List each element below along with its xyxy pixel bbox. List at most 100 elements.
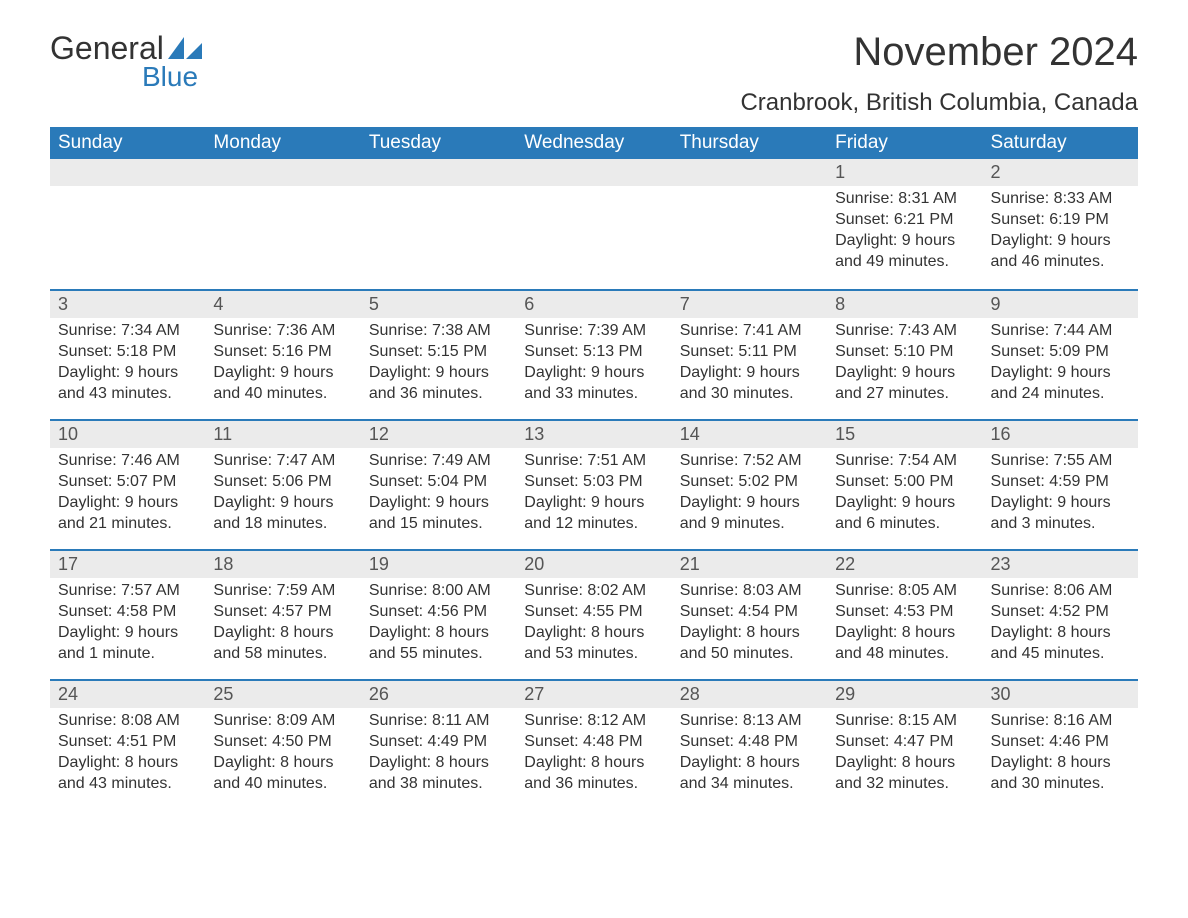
day-body: Sunrise: 7:51 AMSunset: 5:03 PMDaylight:…: [516, 448, 671, 540]
sunset-line: Sunset: 5:06 PM: [213, 472, 352, 493]
daylight-line-1: Daylight: 8 hours: [991, 623, 1130, 644]
daylight-line-1: Daylight: 8 hours: [369, 753, 508, 774]
sunrise-line: Sunrise: 8:02 AM: [524, 581, 663, 602]
sunrise-line: Sunrise: 8:11 AM: [369, 711, 508, 732]
daylight-line-2: and 45 minutes.: [991, 644, 1130, 665]
sunrise-line: Sunrise: 7:34 AM: [58, 321, 197, 342]
day-number: 29: [827, 681, 982, 708]
day-body: Sunrise: 7:55 AMSunset: 4:59 PMDaylight:…: [983, 448, 1138, 540]
day-body: Sunrise: 8:15 AMSunset: 4:47 PMDaylight:…: [827, 708, 982, 800]
day-cell: 8 Sunrise: 7:43 AMSunset: 5:10 PMDaylight…: [827, 291, 982, 419]
daylight-line-2: and 6 minutes.: [835, 514, 974, 535]
day-header-fri: Friday: [827, 127, 982, 159]
day-cell: 11Sunrise: 7:47 AMSunset: 5:06 PMDayligh…: [205, 421, 360, 549]
daylight-line-1: Daylight: 8 hours: [213, 623, 352, 644]
sunset-line: Sunset: 5:10 PM: [835, 342, 974, 363]
sunset-line: Sunset: 4:48 PM: [680, 732, 819, 753]
daylight-line-1: Daylight: 9 hours: [835, 363, 974, 384]
daylight-line-1: Daylight: 9 hours: [680, 363, 819, 384]
sunrise-line: Sunrise: 7:54 AM: [835, 451, 974, 472]
sunrise-line: Sunrise: 7:43 AM: [835, 321, 974, 342]
day-body: Sunrise: 7:59 AMSunset: 4:57 PMDaylight:…: [205, 578, 360, 670]
daylight-line-1: Daylight: 9 hours: [835, 231, 974, 252]
day-number: 9: [983, 291, 1138, 318]
daylight-line-1: Daylight: 8 hours: [58, 753, 197, 774]
day-number: 19: [361, 551, 516, 578]
day-cell: [205, 159, 360, 289]
daylight-line-1: Daylight: 9 hours: [58, 363, 197, 384]
week-row: 10Sunrise: 7:46 AMSunset: 5:07 PMDayligh…: [50, 419, 1138, 549]
day-number: 21: [672, 551, 827, 578]
day-cell: 17Sunrise: 7:57 AMSunset: 4:58 PMDayligh…: [50, 551, 205, 679]
logo-word2: Blue: [142, 61, 202, 93]
day-number: 30: [983, 681, 1138, 708]
daylight-line-2: and 32 minutes.: [835, 774, 974, 795]
day-body: Sunrise: 7:44 AMSunset: 5:09 PMDaylight:…: [983, 318, 1138, 410]
sunset-line: Sunset: 4:52 PM: [991, 602, 1130, 623]
daylight-line-1: Daylight: 9 hours: [213, 493, 352, 514]
daylight-line-2: and 43 minutes.: [58, 774, 197, 795]
day-cell: 2Sunrise: 8:33 AMSunset: 6:19 PMDaylight…: [983, 159, 1138, 289]
daylight-line-2: and 3 minutes.: [991, 514, 1130, 535]
day-body: Sunrise: 7:57 AMSunset: 4:58 PMDaylight:…: [50, 578, 205, 670]
day-number: 15: [827, 421, 982, 448]
day-body: Sunrise: 7:39 AMSunset: 5:13 PMDaylight:…: [516, 318, 671, 410]
day-number: 14: [672, 421, 827, 448]
day-body: Sunrise: 8:00 AMSunset: 4:56 PMDaylight:…: [361, 578, 516, 670]
sunrise-line: Sunrise: 7:46 AM: [58, 451, 197, 472]
sunrise-line: Sunrise: 8:00 AM: [369, 581, 508, 602]
day-body: Sunrise: 8:12 AMSunset: 4:48 PMDaylight:…: [516, 708, 671, 800]
day-number: 8: [827, 291, 982, 318]
sunrise-line: Sunrise: 7:49 AM: [369, 451, 508, 472]
daylight-line-2: and 58 minutes.: [213, 644, 352, 665]
sunset-line: Sunset: 4:49 PM: [369, 732, 508, 753]
day-cell: 3Sunrise: 7:34 AMSunset: 5:18 PMDaylight…: [50, 291, 205, 419]
day-number: 7: [672, 291, 827, 318]
daylight-line-1: Daylight: 8 hours: [680, 623, 819, 644]
week-row: 24Sunrise: 8:08 AMSunset: 4:51 PMDayligh…: [50, 679, 1138, 809]
sunrise-line: Sunrise: 7:41 AM: [680, 321, 819, 342]
day-cell: 9Sunrise: 7:44 AMSunset: 5:09 PMDaylight…: [983, 291, 1138, 419]
empty-day: [516, 159, 671, 186]
day-body: Sunrise: 7:47 AMSunset: 5:06 PMDaylight:…: [205, 448, 360, 540]
day-cell: 21Sunrise: 8:03 AMSunset: 4:54 PMDayligh…: [672, 551, 827, 679]
sunset-line: Sunset: 4:46 PM: [991, 732, 1130, 753]
day-number: 4: [205, 291, 360, 318]
sunrise-line: Sunrise: 8:31 AM: [835, 189, 974, 210]
day-header-tue: Tuesday: [361, 127, 516, 159]
daylight-line-2: and 36 minutes.: [524, 774, 663, 795]
daylight-line-1: Daylight: 9 hours: [991, 363, 1130, 384]
empty-day: [50, 159, 205, 186]
logo: General Blue: [50, 30, 202, 93]
daylight-line-1: Daylight: 8 hours: [835, 753, 974, 774]
sunset-line: Sunset: 5:16 PM: [213, 342, 352, 363]
day-body: Sunrise: 7:52 AMSunset: 5:02 PMDaylight:…: [672, 448, 827, 540]
day-number: 18: [205, 551, 360, 578]
day-number: 24: [50, 681, 205, 708]
day-number: 5: [361, 291, 516, 318]
day-body: Sunrise: 7:38 AMSunset: 5:15 PMDaylight:…: [361, 318, 516, 410]
daylight-line-1: Daylight: 9 hours: [369, 363, 508, 384]
day-body: Sunrise: 8:08 AMSunset: 4:51 PMDaylight:…: [50, 708, 205, 800]
daylight-line-2: and 15 minutes.: [369, 514, 508, 535]
week-row: 3Sunrise: 7:34 AMSunset: 5:18 PMDaylight…: [50, 289, 1138, 419]
day-header-sun: Sunday: [50, 127, 205, 159]
sunrise-line: Sunrise: 7:47 AM: [213, 451, 352, 472]
daylight-line-1: Daylight: 9 hours: [991, 493, 1130, 514]
day-cell: 24Sunrise: 8:08 AMSunset: 4:51 PMDayligh…: [50, 681, 205, 809]
day-cell: 14Sunrise: 7:52 AMSunset: 5:02 PMDayligh…: [672, 421, 827, 549]
week-row: 17Sunrise: 7:57 AMSunset: 4:58 PMDayligh…: [50, 549, 1138, 679]
daylight-line-1: Daylight: 9 hours: [58, 623, 197, 644]
sunrise-line: Sunrise: 8:09 AM: [213, 711, 352, 732]
day-cell: [516, 159, 671, 289]
day-number: 11: [205, 421, 360, 448]
daylight-line-2: and 49 minutes.: [835, 252, 974, 273]
month-title: November 2024: [740, 30, 1138, 75]
sunrise-line: Sunrise: 8:08 AM: [58, 711, 197, 732]
sunrise-line: Sunrise: 8:13 AM: [680, 711, 819, 732]
daylight-line-1: Daylight: 8 hours: [524, 623, 663, 644]
sunrise-line: Sunrise: 8:33 AM: [991, 189, 1130, 210]
sunset-line: Sunset: 5:00 PM: [835, 472, 974, 493]
daylight-line-2: and 48 minutes.: [835, 644, 974, 665]
day-cell: 10Sunrise: 7:46 AMSunset: 5:07 PMDayligh…: [50, 421, 205, 549]
